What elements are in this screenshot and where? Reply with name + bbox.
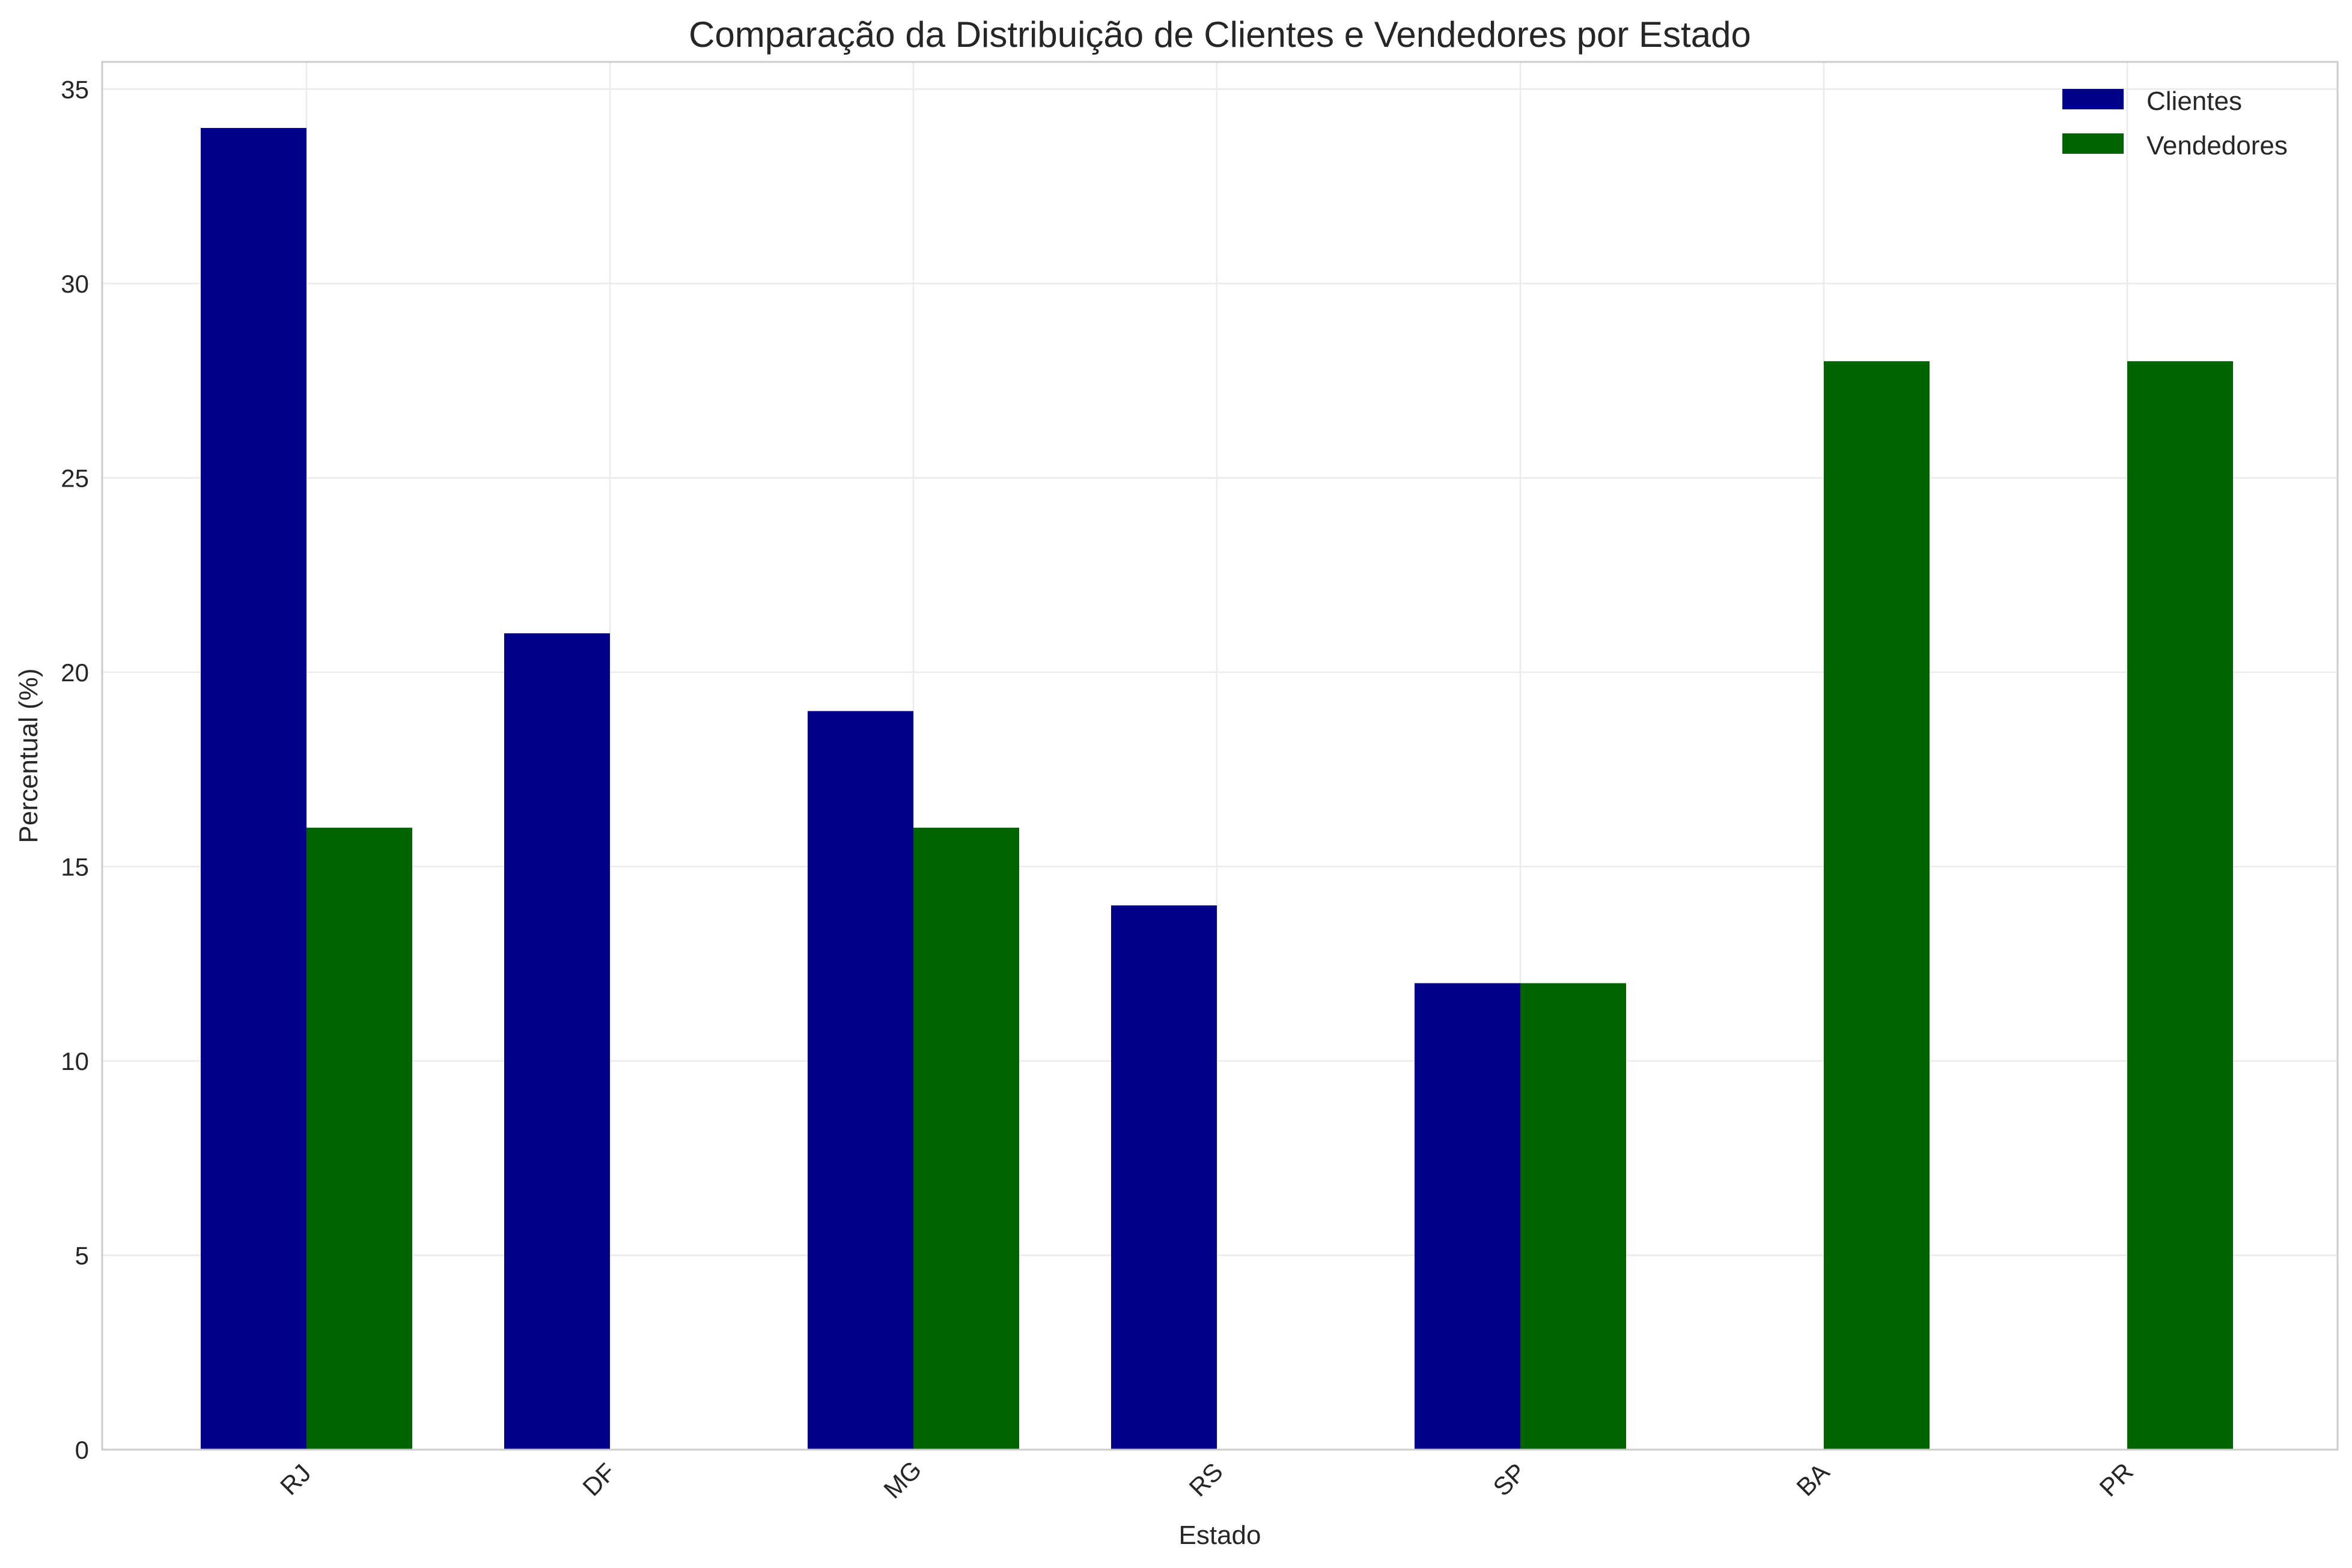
y-tick-label: 35 <box>61 75 89 103</box>
y-tick-label: 10 <box>61 1047 89 1075</box>
bar-vendedores-pr <box>2127 361 2233 1450</box>
bar-vendedores-sp <box>1520 983 1626 1450</box>
bar-clientes-rs <box>1111 905 1217 1450</box>
bar-vendedores-ba <box>1824 361 1930 1450</box>
x-tick-label: SP <box>1487 1457 1531 1501</box>
legend-label-clientes: Clientes <box>2146 87 2242 116</box>
x-tick-label: BA <box>1791 1457 1835 1501</box>
bar-clientes-sp <box>1415 983 1520 1450</box>
legend-label-vendedores: Vendedores <box>2146 131 2288 160</box>
y-tick-label: 30 <box>61 270 89 298</box>
legend-swatch-vendedores <box>2062 133 2124 154</box>
y-axis-ticks: 0 5 10 15 20 25 30 35 <box>61 75 89 1464</box>
x-tick-label: RJ <box>275 1459 317 1501</box>
bar-clientes-df <box>504 633 610 1450</box>
bar-clientes-rj <box>201 128 306 1450</box>
y-tick-label: 25 <box>61 464 89 492</box>
x-tick-label: PR <box>2094 1457 2139 1502</box>
bars <box>201 128 2233 1450</box>
legend-swatch-clientes <box>2062 89 2124 109</box>
bar-clientes-mg <box>808 711 913 1450</box>
x-tick-label: DF <box>577 1457 621 1501</box>
y-tick-label: 20 <box>61 658 89 687</box>
y-axis-label: Percentual (%) <box>14 668 43 843</box>
bar-vendedores-rj <box>306 827 412 1450</box>
legend: Clientes Vendedores <box>2062 87 2288 160</box>
plot-frame <box>101 61 2339 1451</box>
chart-title: Comparação da Distribuição de Clientes e… <box>689 14 1751 55</box>
bar-vendedores-mg <box>913 827 1019 1450</box>
plot-area-background <box>102 62 2338 1450</box>
x-tick-label: MG <box>878 1455 927 1504</box>
y-tick-label: 15 <box>61 852 89 881</box>
x-axis-ticks: RJ DF MG RS SP BA PR <box>275 1455 2139 1504</box>
y-tick-label: 5 <box>75 1241 89 1269</box>
x-tick-label: RS <box>1183 1457 1228 1502</box>
x-axis-label: Estado <box>1179 1521 1261 1550</box>
y-tick-label: 0 <box>75 1436 89 1464</box>
